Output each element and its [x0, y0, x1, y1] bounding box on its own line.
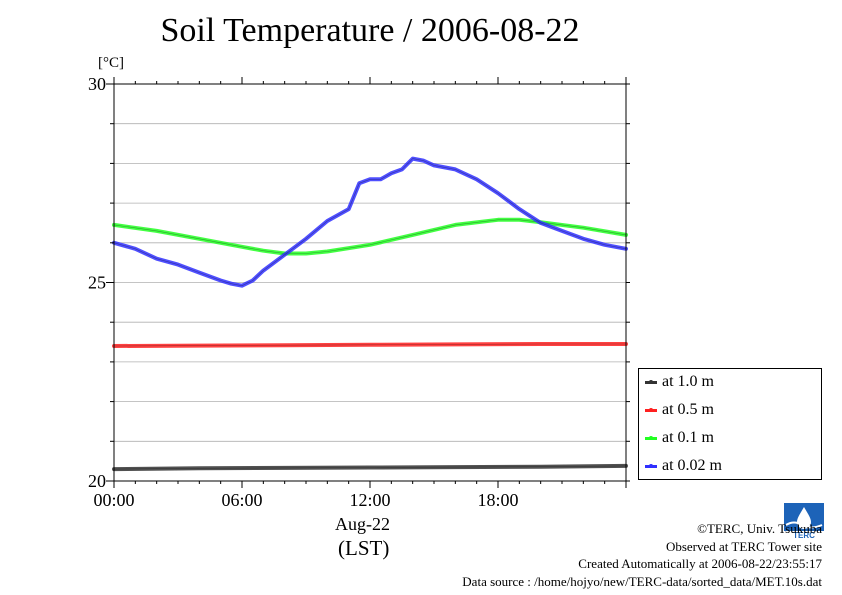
footer-source: Data source : /home/hojyo/new/TERC-data/… — [462, 573, 822, 589]
footer-copyright: ©TERC, Univ. Tsukuba — [697, 521, 822, 536]
legend: at 1.0 m at 0.5 m at 0.1 m at 0.02 m — [638, 368, 822, 480]
legend-item-01m: at 0.1 m — [645, 426, 714, 450]
series-line-core — [113, 158, 627, 287]
svg-text:TERC: TERC — [793, 531, 815, 539]
series-line-core — [113, 343, 626, 347]
legend-swatch-002m — [645, 463, 657, 468]
footer-created: Created Automatically at 2006-08-22/23:5… — [578, 556, 822, 571]
y-tick-label: 30 — [88, 74, 106, 94]
legend-item-1m: at 1.0 m — [645, 370, 714, 394]
legend-label-05m: at 0.5 m — [662, 401, 714, 418]
legend-item-002m: at 0.02 m — [645, 454, 722, 478]
x-tick-label: 12:00 — [349, 490, 390, 510]
x-tick-label: 18:00 — [477, 490, 518, 510]
legend-label-01m: at 0.1 m — [662, 429, 714, 446]
series-line — [112, 342, 628, 348]
terc-logo: TERC — [784, 503, 824, 539]
y-tick-label: 20 — [88, 471, 106, 491]
legend-swatch-1m — [645, 379, 657, 384]
x-tick-label: 00:00 — [93, 490, 134, 510]
x-axis-timezone-label: (LST) — [338, 536, 390, 560]
series-line — [112, 156, 628, 288]
y-tick-label: 25 — [88, 273, 106, 293]
chart-title: Soil Temperature / 2006-08-22 — [160, 12, 580, 49]
legend-item-05m: at 0.5 m — [645, 398, 714, 422]
legend-swatch-05m — [645, 407, 657, 412]
legend-swatch-01m — [645, 435, 657, 440]
series-line — [112, 217, 628, 256]
legend-label-1m: at 1.0 m — [662, 373, 714, 390]
x-axis-date-label: Aug-22 — [335, 514, 390, 534]
series-line — [112, 463, 628, 472]
x-tick-label: 06:00 — [221, 490, 262, 510]
series-line-core — [113, 465, 627, 470]
series-lines — [112, 156, 628, 472]
footer-info: ©TERC, Univ. Tsukuba Observed at TERC To… — [462, 520, 822, 590]
series-line-core — [113, 219, 627, 254]
grid-lines — [114, 123, 626, 442]
y-axis-unit-label: [°C] — [98, 55, 124, 71]
footer-observed: Observed at TERC Tower site — [665, 538, 822, 554]
legend-label-002m: at 0.02 m — [662, 457, 722, 474]
